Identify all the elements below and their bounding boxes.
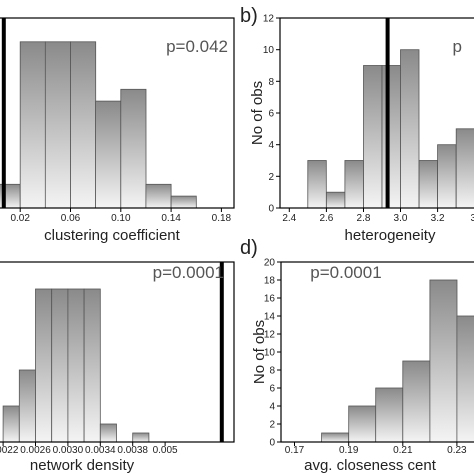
y-tick-label: 2 xyxy=(269,420,275,431)
p-value-label: p=0.0001 xyxy=(153,263,224,282)
histogram-bar xyxy=(429,279,458,443)
x-tick-label: 2.6 xyxy=(319,213,333,224)
x-tick-label: 0.17 xyxy=(285,445,305,456)
histogram-bar xyxy=(2,405,20,443)
y-tick-label: 6 xyxy=(268,109,274,120)
histogram-bar xyxy=(83,288,101,443)
histogram-bar xyxy=(418,160,439,209)
y-tick-label: 12 xyxy=(263,14,275,25)
y-tick-label: 4 xyxy=(269,402,275,413)
histogram-bar xyxy=(145,183,172,209)
y-tick-label: 12 xyxy=(264,330,276,341)
panel-label: b) xyxy=(240,5,258,27)
panel-label: d) xyxy=(240,237,258,259)
y-tick-label: 8 xyxy=(269,366,275,377)
histogram-bar xyxy=(35,288,53,443)
x-tick-label: 2.8 xyxy=(357,213,371,224)
histogram-bar xyxy=(51,288,69,443)
plot-frame xyxy=(0,261,235,443)
x-tick-label: 0.0026 xyxy=(20,445,51,456)
x-axis-label: avg. closeness cent xyxy=(304,457,437,474)
x-tick-label: 3.0 xyxy=(394,213,408,224)
histogram-bar xyxy=(170,195,197,209)
x-tick-label: 0.10 xyxy=(111,213,131,224)
histogram-bar xyxy=(363,65,383,209)
y-tick-label: 10 xyxy=(264,348,276,359)
x-tick-label: 0.02 xyxy=(10,213,30,224)
y-tick-label: 8 xyxy=(268,77,274,88)
histogram-bar xyxy=(348,405,377,443)
histogram-bar xyxy=(19,41,46,209)
y-tick-label: 16 xyxy=(264,294,276,305)
histogram-bar xyxy=(321,432,350,443)
y-axis-label: No of obs xyxy=(251,320,268,384)
x-tick-label: 0.0034 xyxy=(85,445,116,456)
histogram-bar xyxy=(99,423,117,443)
x-tick-label: 0.18 xyxy=(212,213,232,224)
y-tick-label: 14 xyxy=(264,312,276,323)
x-tick-label: 0.19 xyxy=(339,445,359,456)
x-axis-label: heterogeneity xyxy=(345,227,436,244)
y-tick-label: 6 xyxy=(269,384,275,395)
histogram-bar xyxy=(132,432,150,443)
x-axis-label: clustering coefficient xyxy=(44,227,180,244)
y-tick-label: 20 xyxy=(264,258,276,269)
histogram-bar xyxy=(44,41,71,209)
histogram-bar xyxy=(344,160,364,209)
y-tick-label: 10 xyxy=(263,45,275,56)
y-tick-label: 4 xyxy=(268,140,274,151)
x-tick-label: 3.2 xyxy=(431,213,445,224)
y-axis-label: No of obs xyxy=(249,81,266,145)
x-tick-label: 3. xyxy=(471,213,474,224)
histogram-bar xyxy=(18,369,36,443)
x-tick-label: 2.4 xyxy=(282,213,296,224)
y-tick-label: 0 xyxy=(268,204,274,215)
histogram-bar xyxy=(455,128,474,209)
p-value-label: p=0.0001 xyxy=(310,263,381,282)
histogram-bar xyxy=(325,191,346,209)
p-value-label: p xyxy=(453,37,462,56)
y-tick-label: 2 xyxy=(268,172,274,183)
x-axis-label: network density xyxy=(30,457,135,474)
histogram-bar xyxy=(307,160,327,209)
x-tick-label: 0.0038 xyxy=(117,445,148,456)
x-tick-label: 0.0022 xyxy=(0,445,19,456)
histogram-bar xyxy=(70,41,97,209)
histogram-bar xyxy=(400,49,420,209)
histogram-bar xyxy=(375,387,404,443)
x-tick-label: 0.06 xyxy=(61,213,81,224)
histogram-bar xyxy=(120,88,147,209)
x-tick-label: 0.14 xyxy=(161,213,181,224)
plot-frame xyxy=(0,17,235,209)
x-tick-label: 0.23 xyxy=(447,445,467,456)
p-value-label: p=0.042 xyxy=(166,37,228,56)
histogram-bar xyxy=(381,65,401,209)
histogram-bar xyxy=(456,315,474,443)
histogram-bar xyxy=(402,360,431,443)
histogram-bar xyxy=(67,288,85,443)
y-tick-label: 0 xyxy=(269,438,275,449)
y-tick-label: 18 xyxy=(264,276,276,287)
x-tick-label: 0.21 xyxy=(393,445,413,456)
x-tick-label: 0.0030 xyxy=(53,445,84,456)
x-tick-label: 0.005 xyxy=(153,445,178,456)
histogram-bar xyxy=(437,144,457,209)
histogram-bar xyxy=(95,100,122,209)
